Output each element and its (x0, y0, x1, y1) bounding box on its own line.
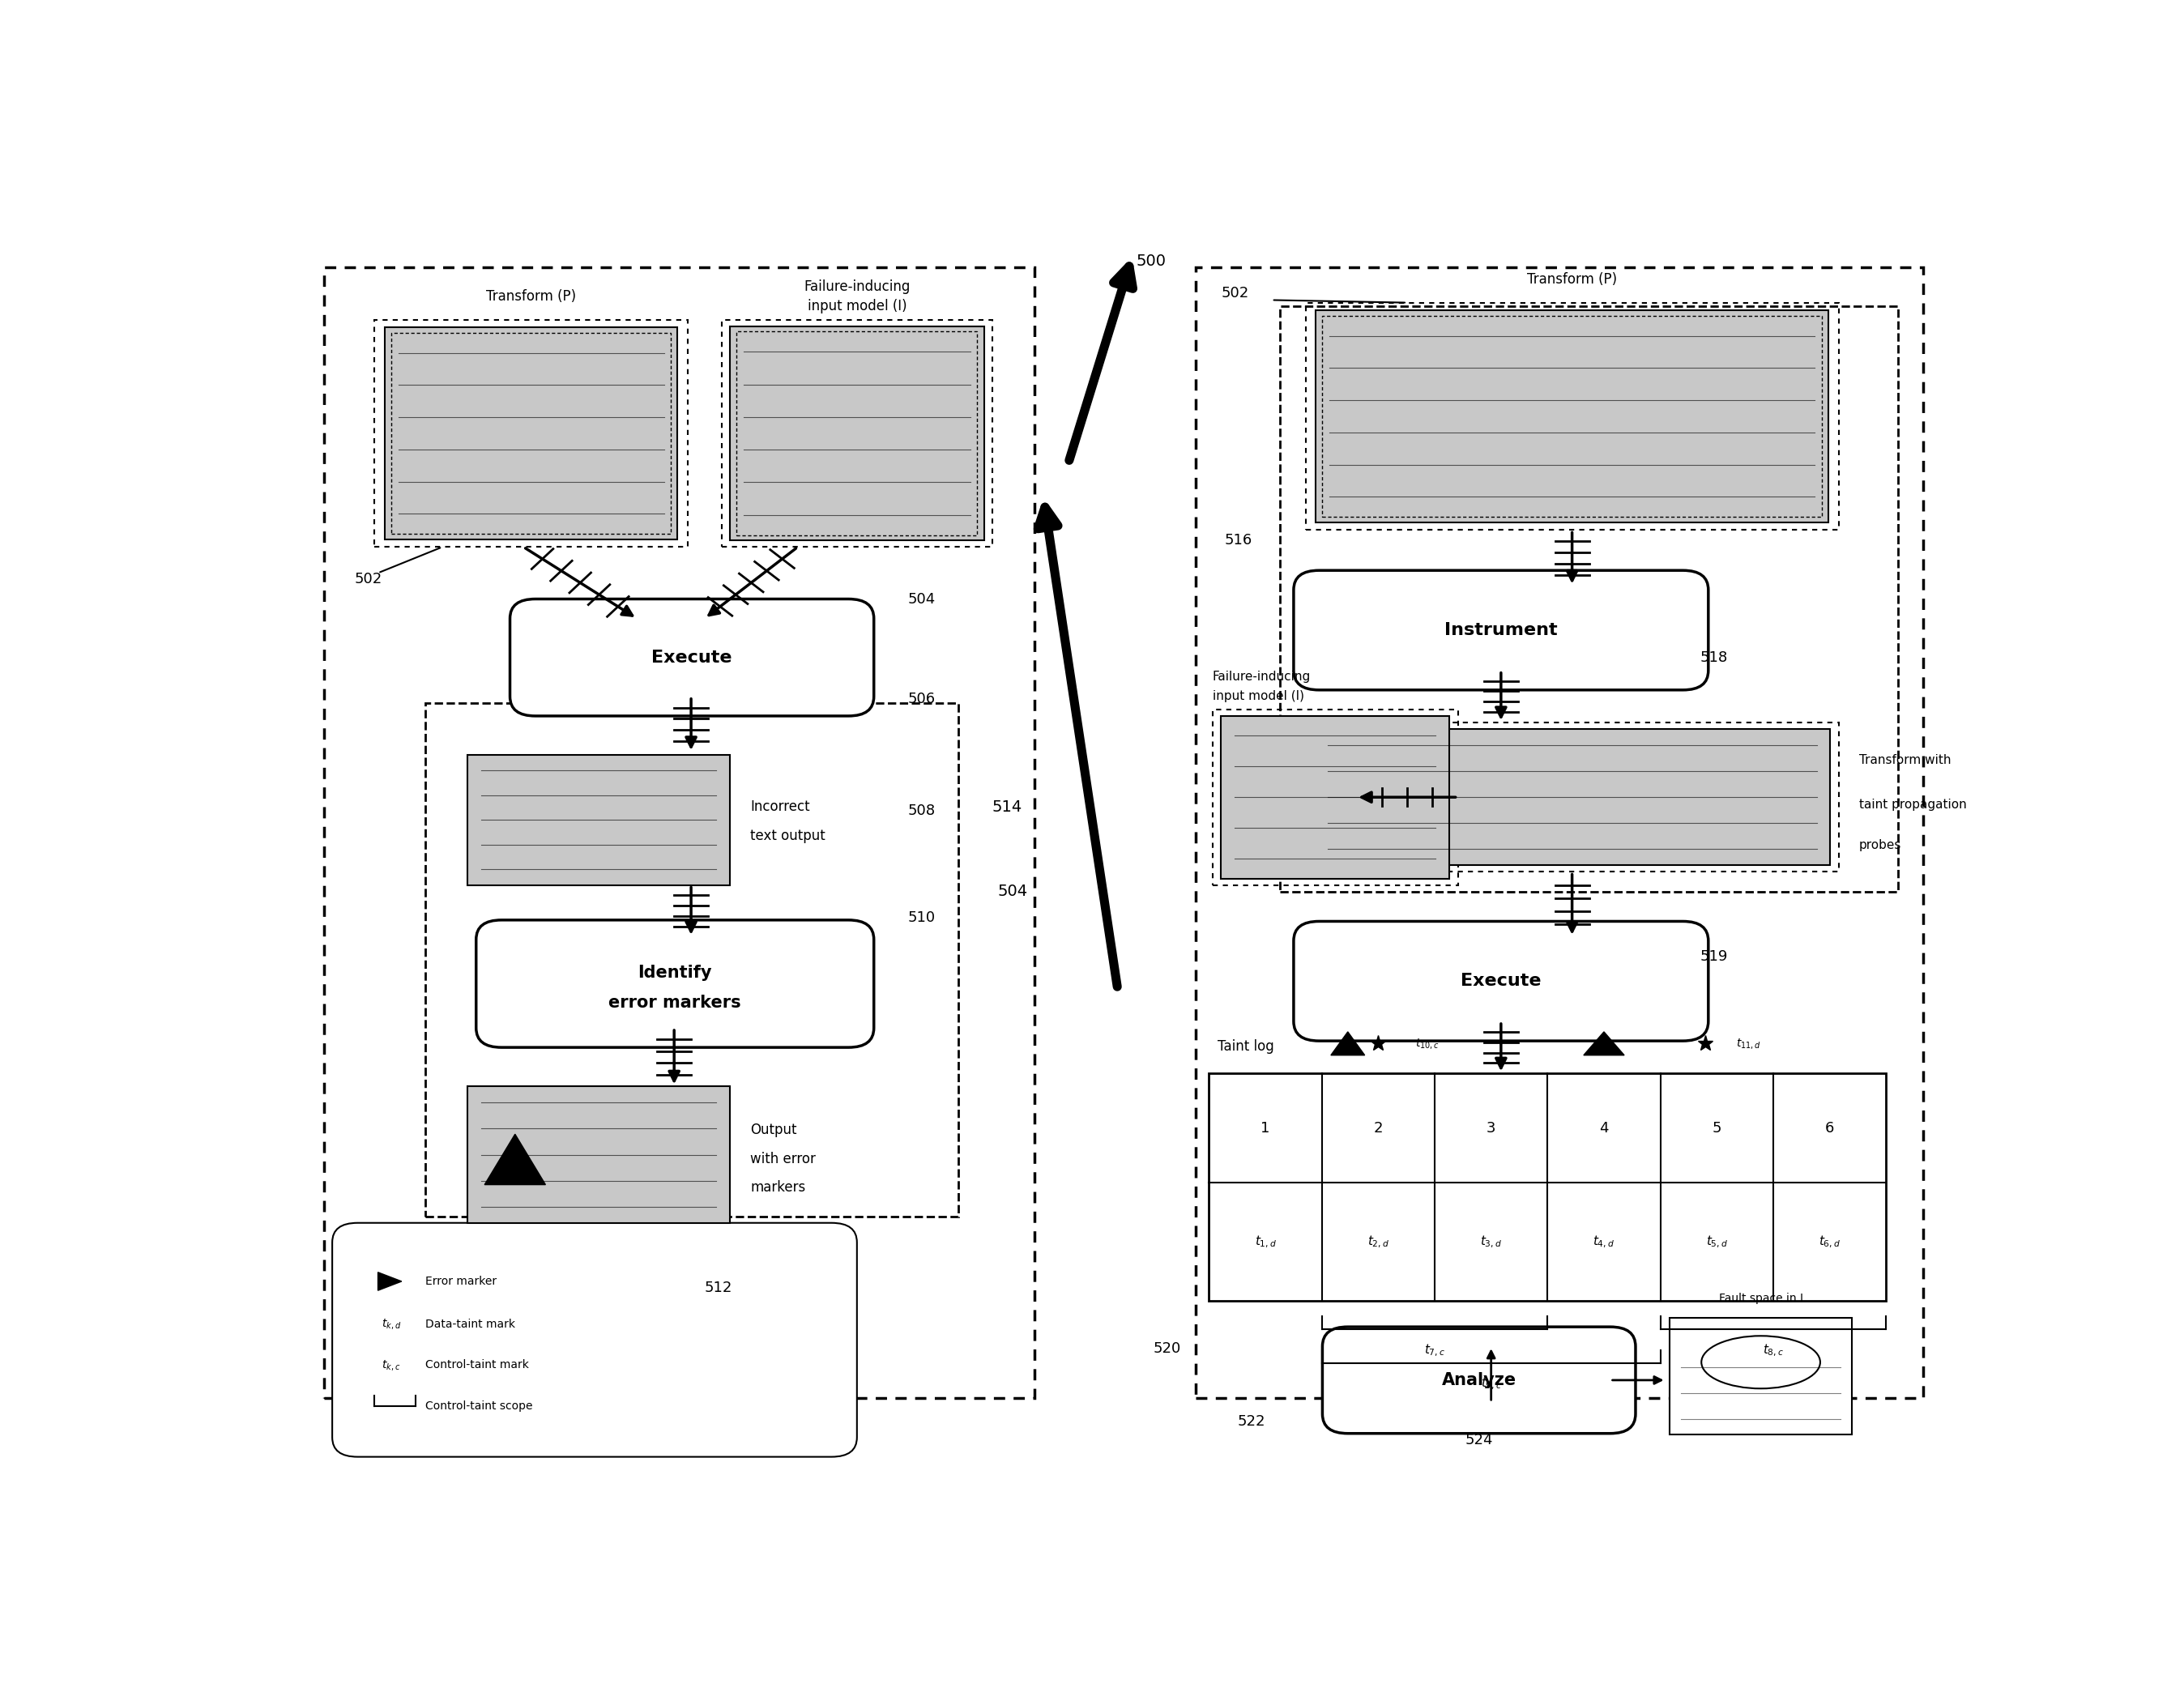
Text: input model (I): input model (I) (1212, 690, 1304, 702)
Bar (1324, 316, 1821, 517)
Text: Incorrect: Incorrect (751, 800, 810, 814)
Text: taint propagation: taint propagation (1859, 798, 1966, 810)
Bar (729, 326, 985, 540)
Bar (1212, 709, 1459, 885)
Text: 502: 502 (354, 572, 382, 587)
Bar (467, 1087, 729, 1222)
FancyBboxPatch shape (511, 599, 874, 716)
Polygon shape (485, 1134, 546, 1185)
Text: Data-taint mark: Data-taint mark (426, 1318, 515, 1330)
Bar (1210, 1074, 1887, 1301)
Text: 508: 508 (909, 803, 935, 819)
Text: Fault space in I: Fault space in I (1719, 1293, 1804, 1303)
Text: 519: 519 (1699, 949, 1728, 964)
Text: 1: 1 (1260, 1121, 1271, 1136)
FancyBboxPatch shape (1324, 1327, 1636, 1433)
Text: $t_{k,c}$: $t_{k,c}$ (382, 1359, 400, 1372)
Text: $t_{9,c}$: $t_{9,c}$ (1481, 1376, 1503, 1393)
Text: $t_{1,d}$: $t_{1,d}$ (1254, 1234, 1275, 1249)
Text: $t_{4,d}$: $t_{4,d}$ (1592, 1234, 1614, 1249)
Text: 514: 514 (992, 798, 1022, 815)
Bar (467, 755, 729, 885)
Bar (1280, 307, 1898, 891)
Text: with error: with error (751, 1151, 817, 1166)
Bar (1315, 311, 1828, 522)
Text: 4: 4 (1599, 1121, 1610, 1136)
Text: Failure-inducing: Failure-inducing (804, 280, 911, 294)
Text: 5: 5 (1712, 1121, 1721, 1136)
Text: Analyze: Analyze (1441, 1372, 1516, 1388)
FancyBboxPatch shape (1293, 922, 1708, 1041)
Text: Error marker: Error marker (426, 1276, 496, 1286)
Bar (384, 327, 677, 538)
Bar (1315, 729, 1830, 866)
Text: 506: 506 (909, 692, 935, 706)
Text: $t_{10,c}$: $t_{10,c}$ (1415, 1036, 1439, 1050)
Text: $t_{3,d}$: $t_{3,d}$ (1481, 1234, 1503, 1249)
Text: Taint log: Taint log (1216, 1040, 1273, 1053)
Text: 510: 510 (909, 910, 935, 925)
Text: $t_{2,d}$: $t_{2,d}$ (1367, 1234, 1389, 1249)
Bar (736, 331, 976, 535)
Text: Execute: Execute (1461, 972, 1542, 989)
Text: Transform (P): Transform (P) (1527, 272, 1616, 287)
Text: Failure-inducing: Failure-inducing (1212, 670, 1310, 684)
FancyBboxPatch shape (332, 1222, 856, 1457)
Bar (1221, 716, 1450, 878)
Bar (391, 333, 670, 533)
Text: 6: 6 (1826, 1121, 1835, 1136)
Text: $t_{8,c}$: $t_{8,c}$ (1762, 1342, 1784, 1359)
Text: Identify: Identify (638, 966, 712, 981)
FancyBboxPatch shape (476, 920, 874, 1047)
Text: 504: 504 (909, 592, 935, 606)
Polygon shape (1583, 1031, 1625, 1055)
Bar (426, 702, 959, 1217)
Text: 516: 516 (1225, 533, 1251, 549)
Text: error markers: error markers (609, 994, 740, 1011)
Bar (1669, 1318, 1852, 1435)
Text: $t_{5,d}$: $t_{5,d}$ (1706, 1234, 1728, 1249)
Bar (1306, 302, 1839, 530)
Text: 502: 502 (1221, 287, 1249, 300)
Text: Execute: Execute (651, 650, 732, 665)
Bar (1195, 268, 1924, 1398)
Text: 504: 504 (998, 885, 1026, 900)
Text: 2: 2 (1374, 1121, 1382, 1136)
Text: 524: 524 (1465, 1433, 1494, 1447)
Bar (1306, 722, 1839, 873)
Text: input model (I): input model (I) (808, 299, 906, 314)
Text: 522: 522 (1238, 1415, 1267, 1430)
Text: 520: 520 (1153, 1342, 1182, 1355)
Text: 500: 500 (1136, 253, 1166, 268)
Text: text output: text output (751, 829, 826, 842)
Text: markers: markers (751, 1180, 806, 1195)
Polygon shape (378, 1273, 402, 1290)
Text: Control-taint scope: Control-taint scope (426, 1401, 533, 1411)
Text: probes: probes (1859, 839, 1902, 851)
Text: $t_{11,d}$: $t_{11,d}$ (1736, 1036, 1760, 1050)
Text: 518: 518 (1699, 650, 1728, 665)
Text: Control-taint mark: Control-taint mark (426, 1359, 529, 1371)
Polygon shape (1330, 1031, 1365, 1055)
FancyBboxPatch shape (1293, 571, 1708, 690)
Bar (323, 268, 1035, 1398)
Text: 512: 512 (705, 1281, 732, 1295)
Bar (721, 319, 992, 547)
Text: $t_{k,d}$: $t_{k,d}$ (382, 1317, 402, 1332)
Bar (376, 319, 688, 547)
Text: Instrument: Instrument (1444, 623, 1557, 638)
Text: 3: 3 (1487, 1121, 1496, 1136)
Text: $t_{7,c}$: $t_{7,c}$ (1424, 1342, 1446, 1359)
Text: $t_{6,d}$: $t_{6,d}$ (1819, 1234, 1841, 1249)
Text: Transform with: Transform with (1859, 755, 1950, 766)
Text: Output: Output (751, 1123, 797, 1138)
Text: Transform (P): Transform (P) (487, 289, 577, 304)
